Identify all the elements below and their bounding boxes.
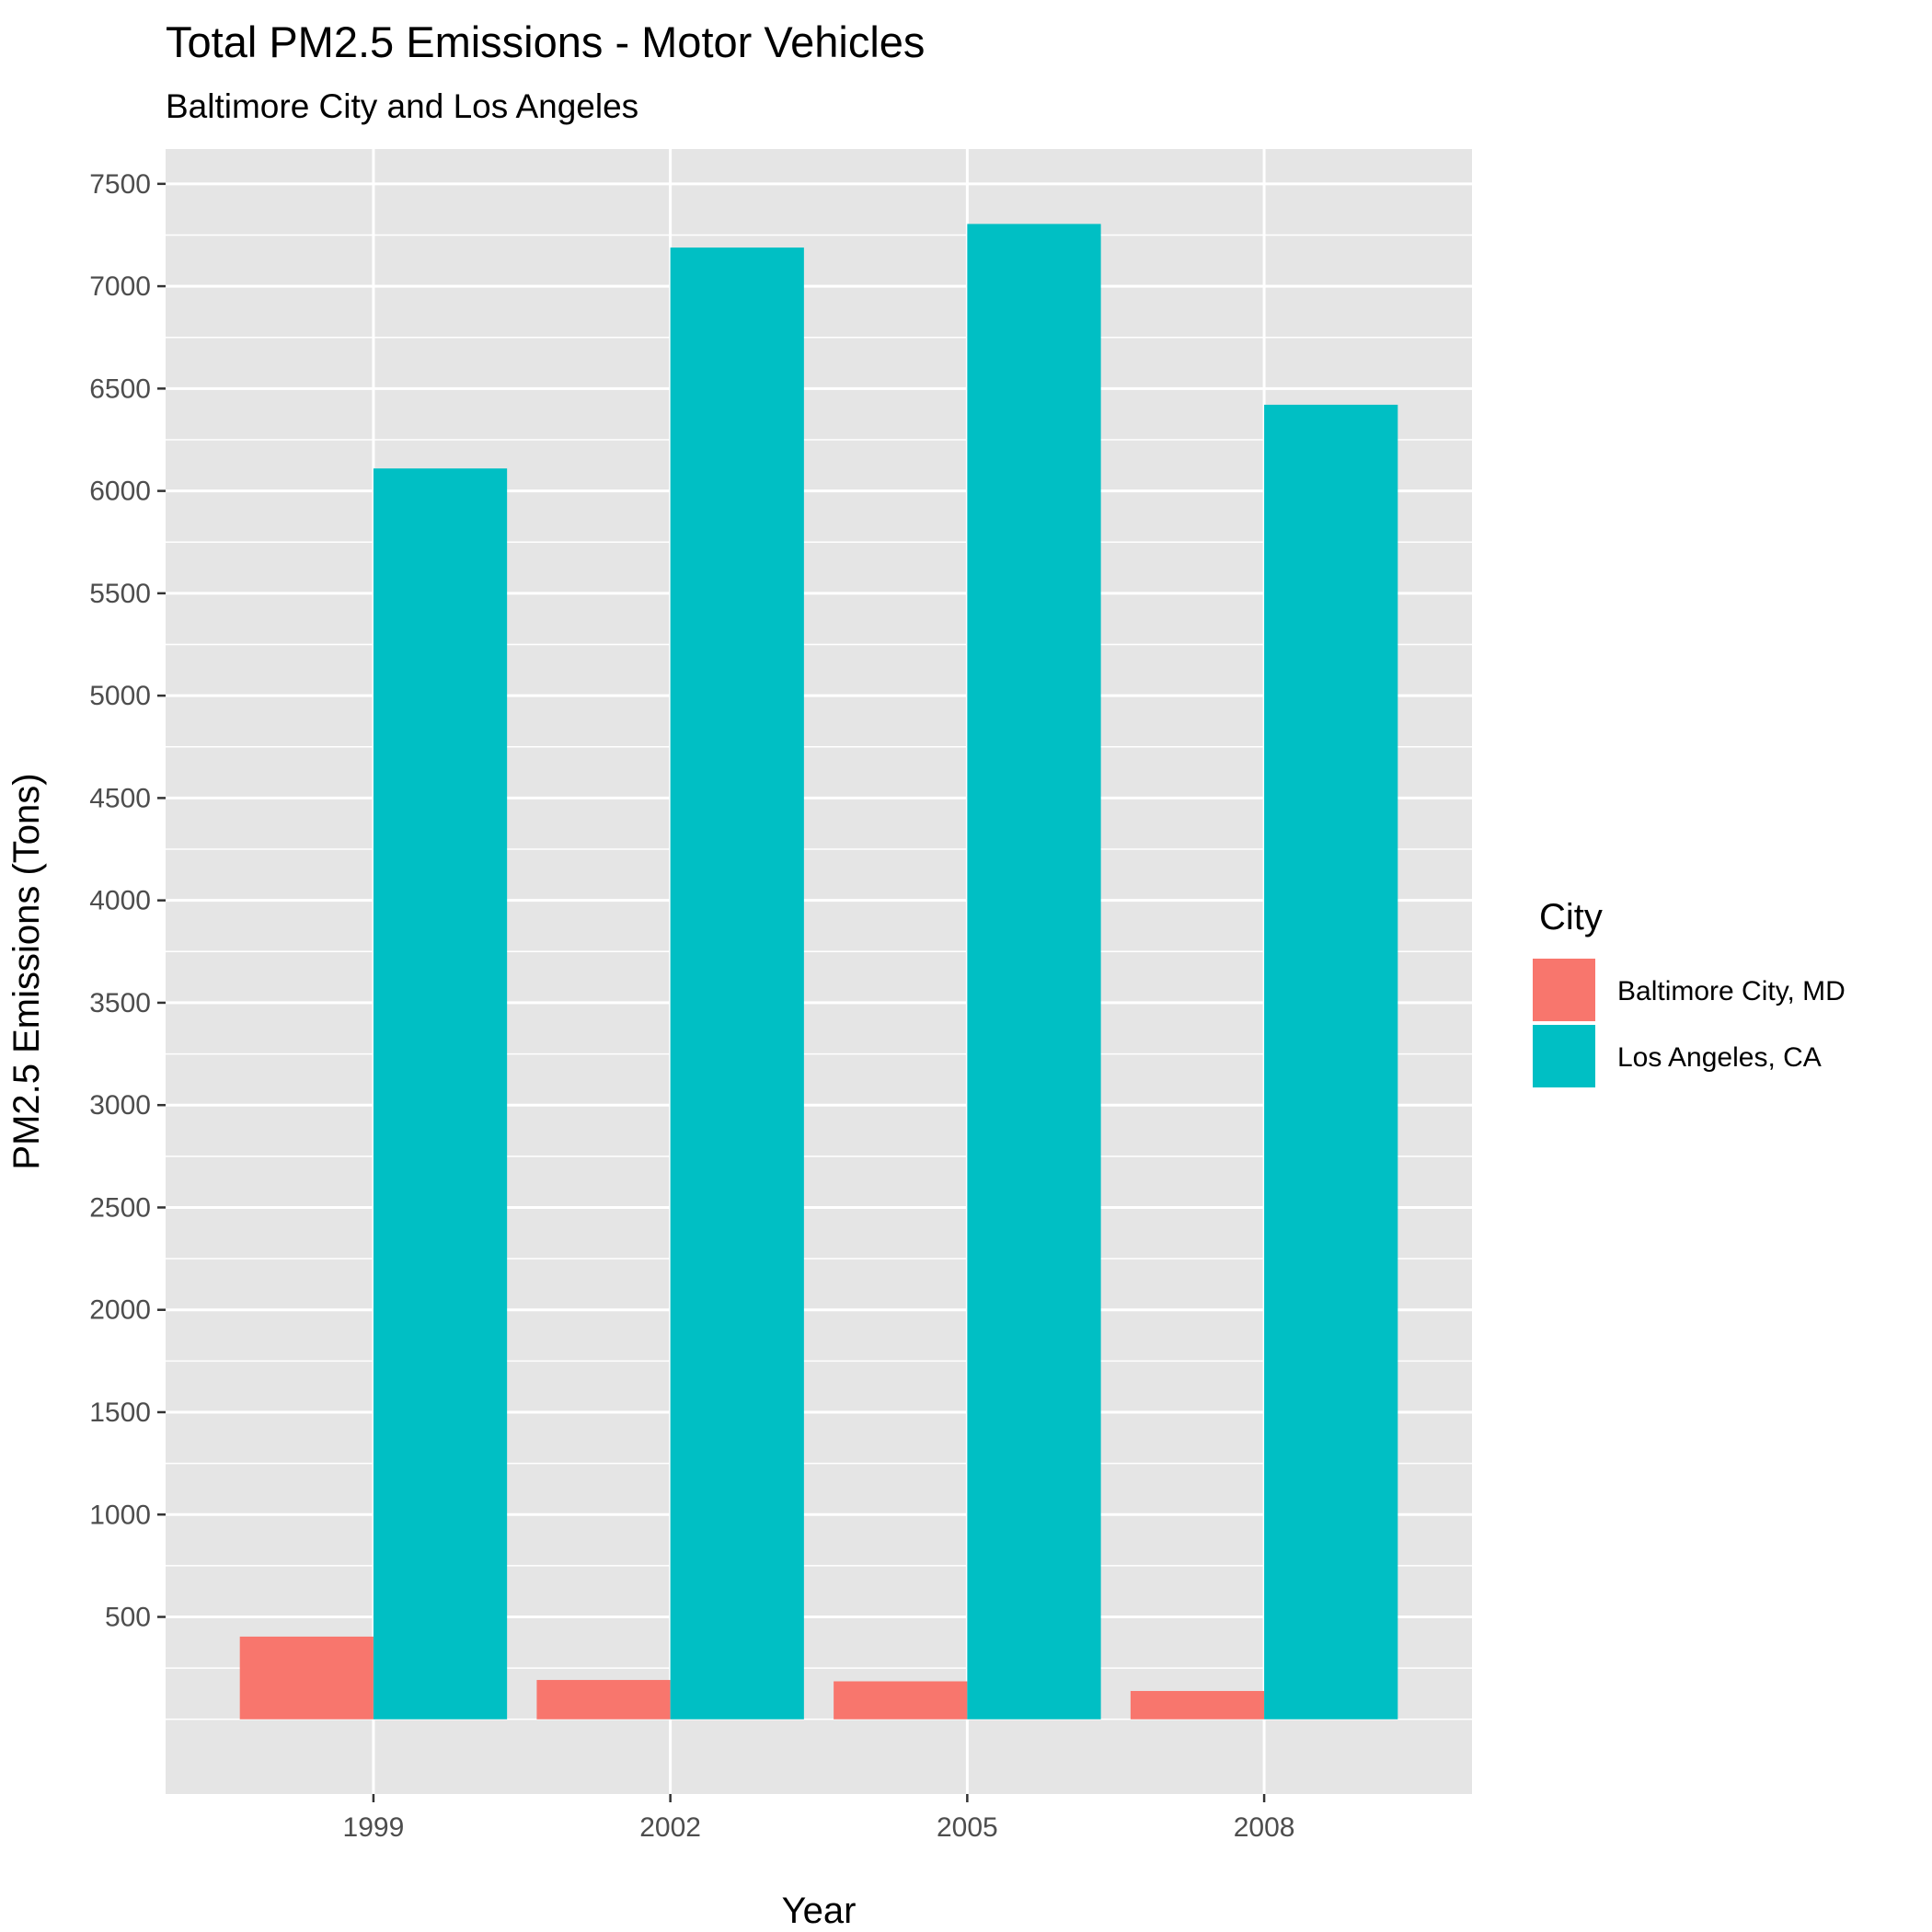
bars bbox=[239, 224, 1398, 1719]
x-tick-label: 1999 bbox=[343, 1812, 405, 1843]
x-tick-label: 2008 bbox=[1234, 1812, 1295, 1843]
y-tick-label: 6000 bbox=[89, 477, 151, 507]
chart-title: Total PM2.5 Emissions - Motor Vehicles bbox=[166, 17, 925, 66]
legend-title: City bbox=[1539, 897, 1603, 937]
legend-items: Baltimore City, MD Los Angeles, CA bbox=[1531, 957, 1846, 1089]
y-axis-title: PM2.5 Emissions (Tons) bbox=[6, 773, 47, 1169]
bar-baltimore-city-md-2008 bbox=[1130, 1691, 1265, 1719]
y-tick-label: 5500 bbox=[89, 579, 151, 609]
y-tick-label: 1500 bbox=[89, 1397, 151, 1428]
y-tick-label: 2500 bbox=[89, 1192, 151, 1223]
chart-subtitle: Baltimore City and Los Angeles bbox=[166, 87, 638, 125]
y-tick-label: 6500 bbox=[89, 374, 151, 404]
bar-los-angeles-ca-2005 bbox=[967, 224, 1101, 1719]
legend-swatch bbox=[1531, 957, 1597, 1023]
y-tick-label: 7000 bbox=[89, 271, 151, 302]
bar-baltimore-city-md-2002 bbox=[536, 1680, 671, 1719]
y-tick-label: 3000 bbox=[89, 1090, 151, 1121]
y-tick-label: 500 bbox=[105, 1603, 151, 1633]
y-axis: 500 1000 1500 2000 2500 3000 3500 4000 4500 5000 5… bbox=[89, 169, 166, 1633]
y-tick-label: 4500 bbox=[89, 783, 151, 813]
legend: City Baltimore City, MD Los Angeles, CA bbox=[1531, 897, 1846, 1089]
bar-los-angeles-ca-1999 bbox=[373, 468, 508, 1719]
y-tick-label: 7500 bbox=[89, 169, 151, 200]
legend-label: Los Angeles, CA bbox=[1617, 1042, 1822, 1073]
legend-swatch bbox=[1531, 1023, 1597, 1089]
bar-los-angeles-ca-2008 bbox=[1264, 404, 1398, 1719]
bar-baltimore-city-md-2005 bbox=[834, 1681, 968, 1719]
x-axis-title: Year bbox=[782, 1891, 857, 1931]
x-tick-label: 2002 bbox=[639, 1812, 701, 1843]
x-tick-label: 2005 bbox=[937, 1812, 998, 1843]
bar-baltimore-city-md-1999 bbox=[239, 1636, 374, 1719]
y-tick-label: 2000 bbox=[89, 1295, 151, 1326]
y-tick-label: 5000 bbox=[89, 681, 151, 711]
x-axis: 1999 2002 2005 2008 bbox=[343, 1794, 1295, 1843]
legend-label: Baltimore City, MD bbox=[1617, 976, 1846, 1006]
y-tick-label: 4000 bbox=[89, 886, 151, 916]
y-tick-label: 1000 bbox=[89, 1500, 151, 1530]
bar-los-angeles-ca-2002 bbox=[670, 247, 804, 1719]
y-tick-label: 3500 bbox=[89, 988, 151, 1018]
